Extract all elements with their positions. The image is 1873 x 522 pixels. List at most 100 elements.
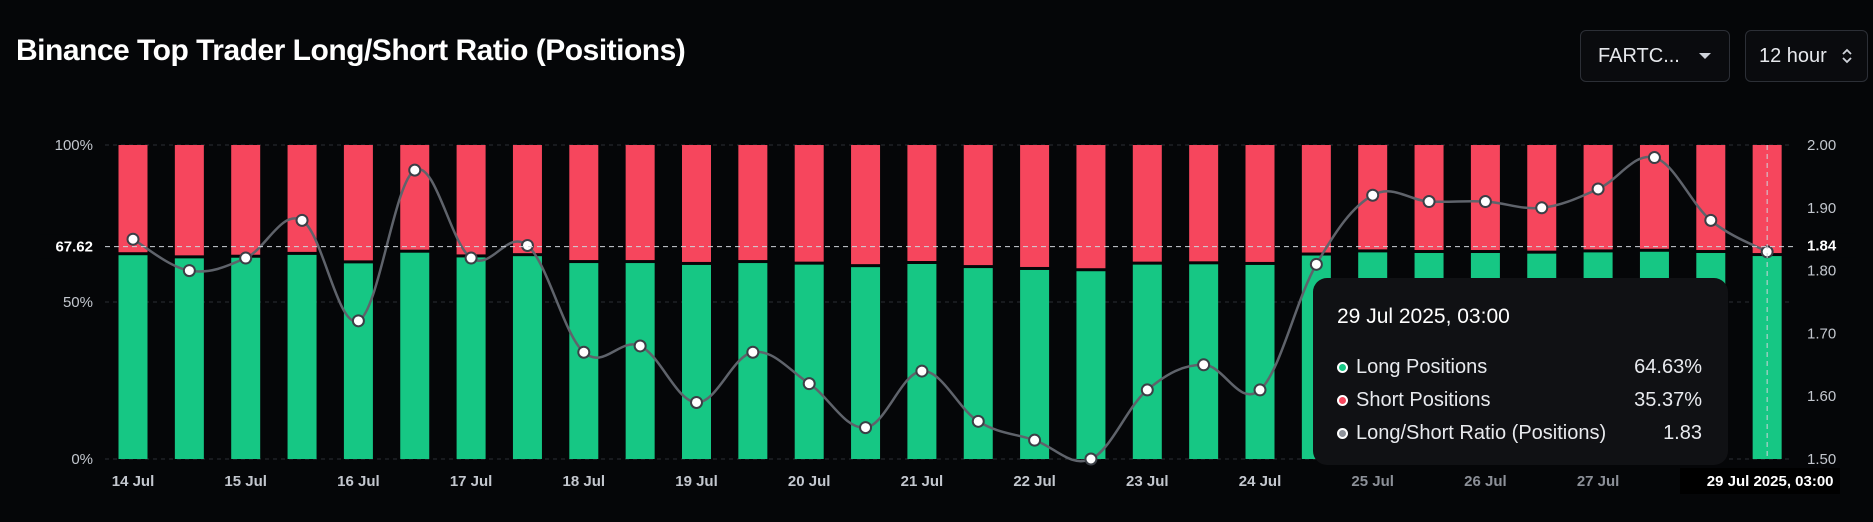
ratio-point (577, 345, 591, 359)
long-bar (1245, 264, 1275, 459)
interval-select[interactable]: 12 hour (1745, 30, 1868, 82)
ratio-point (746, 345, 760, 359)
right-axis-tick: 1.80 (1807, 263, 1836, 280)
x-axis-tick: 22 Jul (1013, 473, 1056, 490)
tooltip-label: Long Positions (1356, 356, 1488, 378)
tooltip-value: 35.37% (1634, 389, 1702, 411)
long-bar (343, 263, 373, 459)
ratio-point (1704, 213, 1718, 227)
short-bar (1132, 145, 1162, 262)
ratio-point (351, 314, 365, 328)
x-axis-tick: 23 Jul (1126, 473, 1169, 490)
short-bar (1020, 145, 1050, 267)
x-axis-tick: 24 Jul (1239, 473, 1282, 490)
x-axis-tick: 16 Jul (337, 473, 380, 490)
short-bar (569, 145, 599, 261)
long-bar (287, 254, 317, 459)
ratio-point (1253, 383, 1267, 397)
long-bar (963, 268, 993, 459)
long-bar (174, 258, 204, 459)
hover-tooltip: 29 Jul 2025, 03:00 Long Positions 64.63%… (1313, 278, 1728, 465)
tooltip-row-ratio: Long/Short Ratio (Positions) 1.83 (1337, 417, 1702, 450)
short-bar (682, 145, 711, 262)
tooltip-row-long: Long Positions 64.63% (1337, 351, 1702, 384)
ratio-line (132, 155, 1768, 463)
ratio-point (1028, 433, 1042, 447)
long-bar (512, 256, 542, 459)
short-bar (287, 145, 317, 252)
short-bar (1189, 145, 1219, 262)
hover-x-label: 29 Jul 2025, 03:00 (1707, 473, 1834, 490)
short-bar (963, 145, 993, 266)
short-bar (1527, 145, 1557, 251)
ratio-point (1366, 188, 1380, 202)
x-axis-tick: 26 Jul (1464, 473, 1507, 490)
ratio-point (182, 264, 196, 278)
ratio-point (859, 421, 873, 435)
left-axis-tick: 0% (71, 451, 93, 468)
x-axis-tick: 19 Jul (675, 473, 718, 490)
long-bar (400, 252, 430, 459)
short-bar (738, 145, 768, 261)
ratio-point (1422, 195, 1436, 209)
short-bar (851, 145, 881, 265)
page-title: Binance Top Trader Long/Short Ratio (Pos… (16, 34, 686, 67)
ratio-point (239, 251, 253, 265)
symbol-select[interactable]: FARTC... (1580, 30, 1730, 82)
current-value-badge (1800, 233, 1856, 258)
ratio-point (126, 232, 140, 246)
long-bar (456, 257, 486, 459)
short-legend-dot (1337, 395, 1348, 406)
up-down-chevron-icon (1842, 48, 1852, 64)
ratio-point (1591, 182, 1605, 196)
x-axis-tick: 27 Jul (1577, 473, 1620, 490)
ratio-point (408, 163, 422, 177)
long-legend-dot (1337, 362, 1348, 373)
ratio-point (295, 213, 309, 227)
long-bar (1076, 271, 1106, 459)
ratio-point (1197, 358, 1211, 372)
ratio-point (520, 238, 534, 252)
ratio-point (971, 414, 985, 428)
right-axis-tick: 1.60 (1807, 388, 1836, 405)
short-bar (231, 145, 261, 255)
right-axis-tick: 1.50 (1807, 451, 1836, 468)
short-bar (512, 145, 542, 254)
ratio-point (464, 251, 478, 265)
x-axis-tick: 20 Jul (788, 473, 831, 490)
left-axis-tick: 50% (63, 294, 93, 311)
short-bar (625, 145, 655, 261)
hover-x-badge (1680, 468, 1840, 494)
ratio-point (1535, 201, 1549, 215)
ratio-point (915, 364, 929, 378)
long-bar (907, 264, 937, 459)
tooltip-label: Short Positions (1356, 389, 1491, 411)
tooltip-row-short: Short Positions 35.37% (1337, 384, 1702, 417)
left-axis-tick: 100% (55, 137, 93, 154)
chevron-down-icon (1699, 53, 1711, 59)
long-bar (569, 263, 599, 459)
short-bar (343, 145, 373, 261)
long-bar (738, 263, 768, 459)
x-axis-tick: 17 Jul (450, 473, 493, 490)
long-bar (625, 263, 655, 459)
short-bar (907, 145, 937, 262)
ratio-point (1140, 383, 1154, 397)
short-bar (1696, 145, 1726, 251)
tooltip-value: 64.63% (1634, 356, 1702, 378)
ratio-point (1309, 257, 1323, 271)
tooltip-value: 1.83 (1663, 422, 1702, 444)
ratio-point (1647, 151, 1661, 165)
right-axis-tick: 1.90 (1807, 200, 1836, 217)
long-bar (1132, 264, 1162, 459)
x-axis-tick: 15 Jul (224, 473, 267, 490)
x-axis-tick: 21 Jul (901, 473, 944, 490)
long-bar (682, 264, 711, 459)
reference-label: 67.62 (55, 239, 93, 256)
tooltip-date: 29 Jul 2025, 03:00 (1337, 305, 1510, 328)
ratio-point (690, 395, 703, 409)
short-bar (456, 145, 486, 255)
short-bar (1245, 145, 1275, 262)
